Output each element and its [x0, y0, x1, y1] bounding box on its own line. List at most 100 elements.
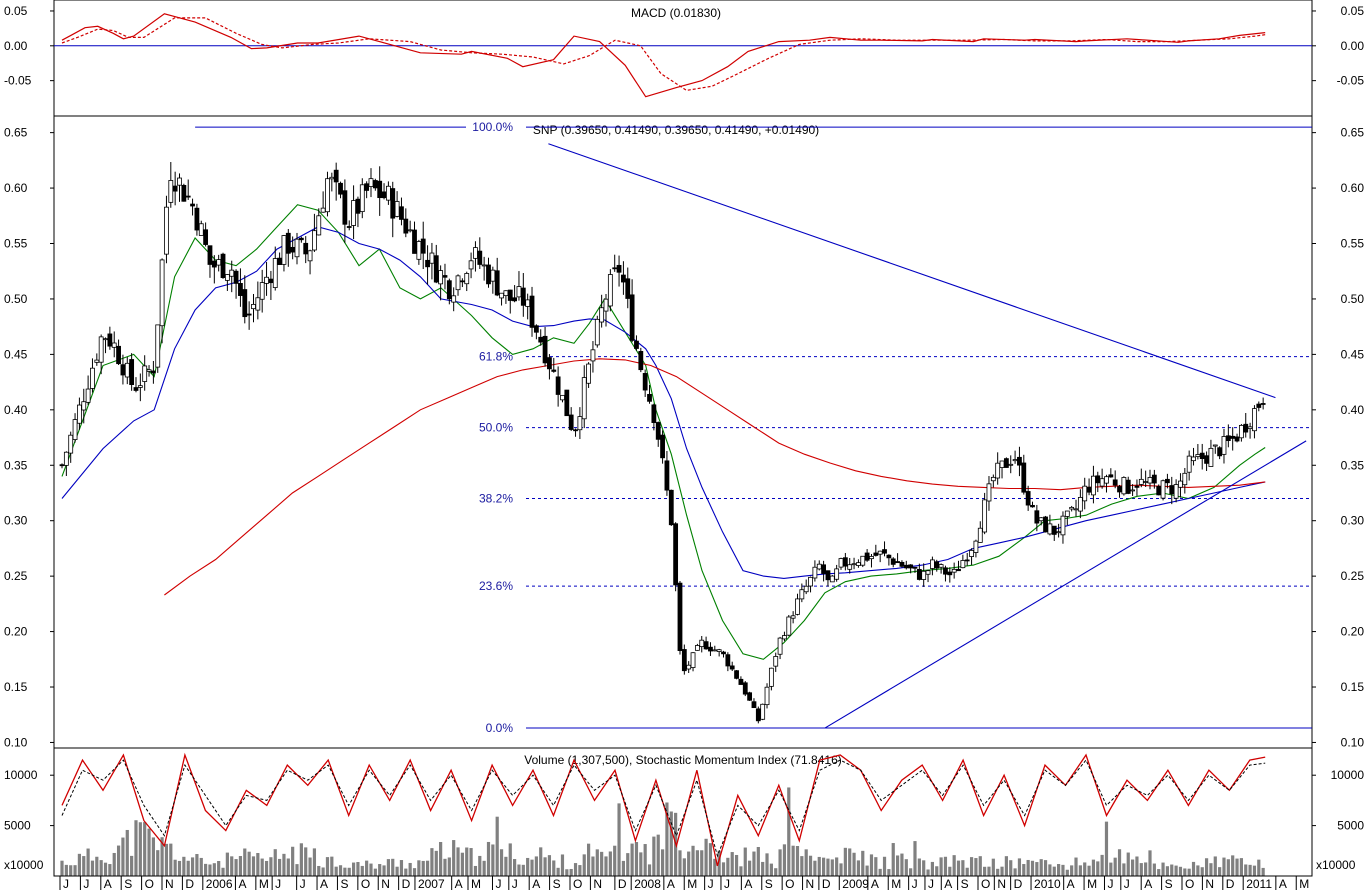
volume-bar — [1009, 860, 1013, 876]
volume-bar — [1196, 865, 1200, 876]
x-tick-label: A — [744, 877, 752, 890]
volume-bar — [1104, 821, 1109, 876]
volume-bar — [630, 843, 634, 876]
volume-bar — [430, 848, 434, 876]
candle-up — [760, 703, 766, 720]
volume-bar — [752, 851, 756, 876]
volume-bar — [147, 828, 151, 876]
x-tick-label: M — [1087, 877, 1097, 890]
x-tick-label: N — [806, 877, 815, 890]
candle-down — [1086, 486, 1092, 493]
candle-up — [255, 297, 261, 311]
volume-bar — [1078, 865, 1082, 876]
candle-down — [1021, 462, 1027, 493]
volume-bar — [743, 847, 747, 876]
candle-down — [1234, 436, 1240, 442]
volume-bar — [291, 846, 295, 876]
candle-down — [1112, 479, 1118, 486]
volume-bar — [848, 848, 852, 876]
candle-down — [638, 350, 644, 371]
candle-up — [847, 564, 853, 570]
y-tick-label-left: 5000 — [4, 819, 31, 833]
candle-down — [621, 274, 626, 283]
candle-down — [703, 641, 709, 650]
candle-down — [529, 295, 535, 328]
volume-bar — [534, 856, 538, 876]
volume-bar — [704, 838, 708, 876]
candle-up — [834, 568, 840, 580]
candle-down — [355, 198, 361, 214]
candle-up — [777, 637, 783, 655]
candle-down — [194, 207, 200, 231]
candle-down — [285, 232, 291, 254]
candle-down — [129, 359, 135, 385]
volume-bar — [221, 867, 225, 876]
volume-bar — [591, 856, 595, 876]
candle-up — [790, 615, 796, 619]
candle-up — [351, 200, 356, 226]
volume-bar — [900, 853, 904, 876]
volume-bar — [325, 857, 330, 876]
candle-up — [68, 434, 74, 454]
candle-up — [1138, 478, 1144, 485]
volume-bar — [1035, 862, 1039, 876]
volume-bar — [160, 837, 164, 876]
candle-up — [1130, 489, 1135, 492]
candle-down — [655, 422, 661, 440]
volume-bar — [1248, 864, 1252, 876]
volume-bar — [734, 854, 739, 876]
y-tick-label-left: 0.25 — [4, 569, 28, 583]
volume-bar — [987, 866, 991, 876]
volume-bar — [1226, 859, 1230, 876]
volume-bar — [687, 851, 691, 876]
candle-up — [224, 274, 230, 281]
y-tick-label-left: 0.20 — [4, 625, 28, 639]
candle-down — [342, 190, 348, 225]
volume-bar — [643, 844, 647, 876]
candle-down — [494, 270, 500, 296]
candle-down — [825, 570, 831, 581]
volume-bar — [443, 858, 447, 876]
volume-bar — [739, 866, 743, 876]
volume-bar — [217, 861, 221, 876]
volume-bar — [365, 860, 369, 876]
candle-up — [1056, 531, 1062, 534]
candle-up — [259, 282, 265, 300]
candle-up — [451, 295, 457, 303]
candle-down — [338, 182, 343, 195]
candle-up — [229, 269, 235, 277]
candle-up — [1238, 424, 1244, 439]
volume-bar — [882, 856, 887, 876]
volume-bar — [230, 856, 234, 876]
volume-bar — [304, 847, 308, 876]
candle-up — [198, 223, 204, 236]
volume-bar — [800, 856, 804, 876]
candle-up — [94, 359, 100, 363]
candle-down — [1134, 485, 1140, 488]
volume-bar — [386, 859, 390, 876]
volume-bar — [1183, 868, 1187, 876]
volume-bar — [1022, 864, 1026, 876]
candle-up — [986, 483, 992, 502]
x-tick-label: J — [63, 877, 69, 890]
x-tick-label: J — [912, 877, 918, 890]
x-tick-label: J — [724, 877, 730, 890]
candle-down — [207, 245, 213, 265]
volume-bars — [60, 787, 1265, 876]
volume-bar — [878, 868, 882, 876]
volume-bar — [1204, 858, 1209, 876]
volume-bar — [190, 857, 195, 876]
candle-up — [560, 394, 565, 401]
volume-bar — [204, 863, 208, 876]
candle-down — [238, 283, 243, 296]
volume-bar — [238, 856, 243, 876]
volume-bar — [874, 857, 878, 876]
fibonacci-levels: 100.0% 61.8% 50.0% 38.2% 23.6% 0.0% — [195, 120, 1312, 735]
candle-down — [477, 250, 483, 265]
volume-bar — [1109, 862, 1113, 876]
y-tick-label-right: 0.10 — [1341, 735, 1365, 749]
candle-down — [677, 582, 683, 651]
volume-bar — [909, 868, 913, 876]
candle-down — [446, 280, 452, 300]
x-tick-label: A — [667, 877, 675, 890]
